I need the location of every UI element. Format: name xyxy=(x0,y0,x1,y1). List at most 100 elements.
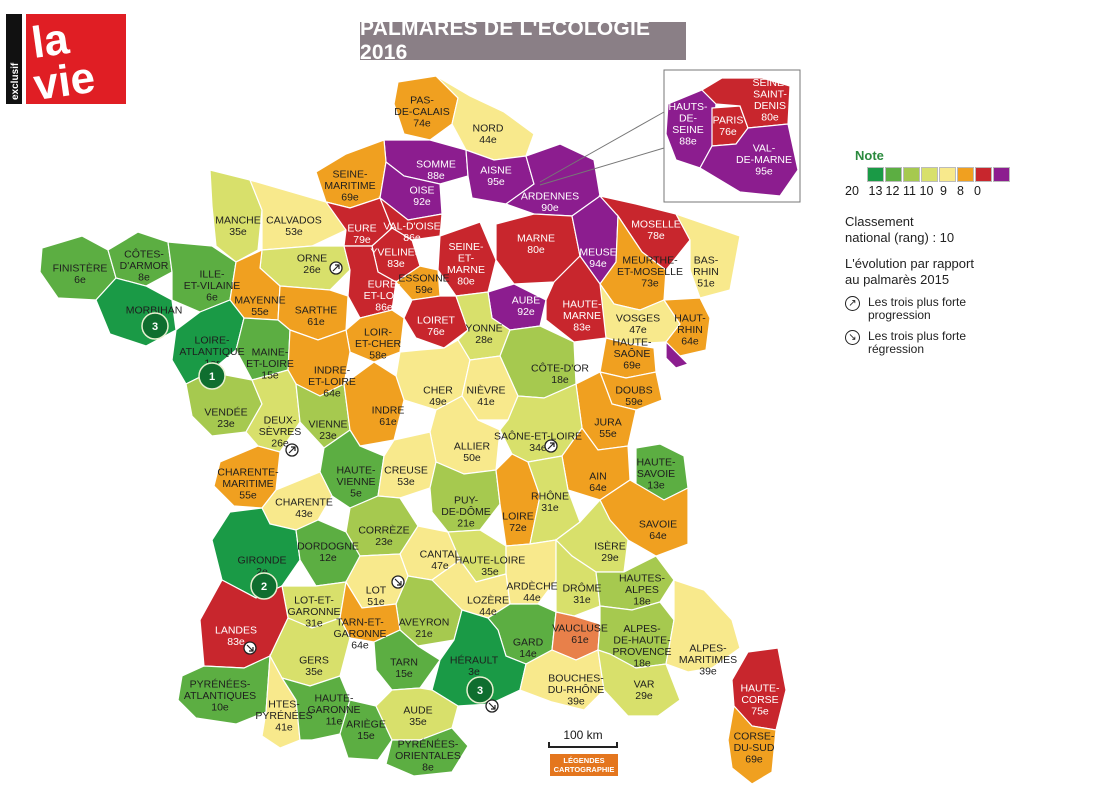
department-rank: 78e xyxy=(647,230,665,242)
department-rank: 15e xyxy=(261,370,279,382)
legend-rank-line2: national (rang) : 10 xyxy=(845,230,955,245)
department-name: HTES-PYRÉNÉES xyxy=(255,699,312,723)
department-rank: 6e xyxy=(206,292,218,304)
department-name: VAL-DE-MARNE xyxy=(736,143,792,167)
department-region[interactable] xyxy=(373,629,441,691)
laurel-icon-gironde: 2 xyxy=(250,572,278,600)
department-rank: 51e xyxy=(697,278,715,290)
department-rank: 23e xyxy=(375,536,393,548)
department-region[interactable] xyxy=(597,649,681,717)
laurel-icon-morbihan: 3 xyxy=(141,312,169,340)
department-name: DOUBS xyxy=(615,384,652,396)
arrow-down-right-icon xyxy=(391,575,405,589)
department-rank: 41e xyxy=(477,396,495,408)
department-name: PUY-DE-DÔME xyxy=(441,495,491,519)
department-name: BAS-RHIN xyxy=(693,255,719,279)
department-region[interactable] xyxy=(665,579,741,673)
department-name: MEUSE xyxy=(579,246,616,258)
department-name: INDRE-ET-LOIRE xyxy=(308,365,356,389)
department-name: AUDE xyxy=(403,704,432,716)
legend-values: 20 13 12 11 10 9 8 0 xyxy=(845,184,1095,198)
department-rank: 41e xyxy=(275,722,293,734)
legend-value: 12 xyxy=(885,184,900,198)
department-region[interactable] xyxy=(211,507,301,599)
legend-evo-line2: au palmarès 2015 xyxy=(845,272,950,287)
department-rank: 10e xyxy=(211,702,229,714)
department-name: PYRÉNÉES-ORIENTALES xyxy=(395,738,461,763)
credit-line1: LÉGENDES xyxy=(563,756,605,765)
scale-bar: 100 km xyxy=(548,728,618,748)
department-region[interactable] xyxy=(345,309,405,363)
department-rank: 64e xyxy=(589,482,607,494)
department-name: HAUTE-MARNE xyxy=(562,299,602,323)
department-name: CHARENTE-MARITIME xyxy=(217,467,279,491)
department-name: AIN xyxy=(589,470,607,482)
department-rank: 58e xyxy=(369,350,387,362)
department-name: AISNE xyxy=(480,164,512,176)
department-region[interactable] xyxy=(662,297,711,357)
badge-morbihan-number: 3 xyxy=(152,321,158,333)
scale-label: 100 km xyxy=(563,728,603,742)
legend-swatches xyxy=(867,167,1095,182)
legend-swatch xyxy=(885,167,902,182)
department-rank: 43e xyxy=(295,508,313,520)
department-name: FINISTÈRE xyxy=(53,261,108,274)
department-region[interactable] xyxy=(403,295,469,349)
department-rank: 92e xyxy=(413,196,431,208)
department-region[interactable] xyxy=(665,340,690,369)
department-rank: 35e xyxy=(305,666,323,678)
department-rank: 23e xyxy=(319,430,337,442)
department-rank: 15e xyxy=(357,730,375,742)
scale-line xyxy=(548,742,618,748)
department-rank: 59e xyxy=(415,284,433,296)
department-rank: 75e xyxy=(751,706,769,718)
department-name: GARD xyxy=(513,636,544,648)
department-name: NORD xyxy=(473,122,504,134)
department-rank: 92e xyxy=(517,306,535,318)
inset-department-region[interactable] xyxy=(699,123,799,197)
department-rank: 50e xyxy=(463,452,481,464)
arrow-down-right-icon: ↘ xyxy=(845,330,860,345)
department-name: HAUTE-CORSE xyxy=(740,683,780,707)
legend-value: 9 xyxy=(940,184,947,198)
department-region[interactable] xyxy=(561,426,631,501)
department-rank: 18e xyxy=(551,374,569,386)
department-name: CHER xyxy=(423,384,453,396)
department-rank: 49e xyxy=(429,396,447,408)
department-name: TERRITOIRE DE BELFORT xyxy=(685,373,751,397)
department-name: SEINE-SAINT-DENIS xyxy=(752,77,788,112)
department-name: ISÈRE xyxy=(594,539,626,552)
legend-value: 13 xyxy=(868,184,883,198)
department-name: JURA xyxy=(594,416,621,428)
department-region[interactable] xyxy=(727,704,777,785)
legend-down-line1: Les trois plus forte xyxy=(868,329,967,343)
department-rank: 61e xyxy=(379,416,397,428)
department-name: ARDÈCHE xyxy=(506,579,557,592)
department-region[interactable] xyxy=(395,265,441,301)
department-region[interactable] xyxy=(555,538,601,617)
inset-department-region[interactable] xyxy=(701,77,791,129)
department-rank: 64e xyxy=(649,530,667,542)
arrow-up-right-icon: ↗ xyxy=(845,296,860,311)
department-name: ESSONNE xyxy=(398,272,449,284)
department-rank: 86e xyxy=(403,232,421,244)
svg-text:la: la xyxy=(29,14,73,68)
legend-heading: Note xyxy=(855,148,884,163)
department-name: MEURTHE-ET-MOSELLE xyxy=(617,255,683,279)
department-region[interactable] xyxy=(339,580,401,643)
department-rank: 44e xyxy=(479,606,497,618)
department-name: LANDES xyxy=(215,624,257,636)
department-rank: 64e xyxy=(351,640,369,652)
department-name: AUBE xyxy=(512,294,541,306)
department-name: HAUTE-VIENNE xyxy=(336,465,376,489)
department-name: DORDOGNE xyxy=(297,540,359,552)
legend-swatch xyxy=(903,167,920,182)
department-name: EURE-ET-LOIR xyxy=(364,279,405,303)
department-rank: 88e xyxy=(679,135,697,147)
department-region[interactable] xyxy=(385,727,469,777)
legend-rank-note: Classement national (rang) : 10 xyxy=(845,214,1095,246)
department-name: SAÔNE-ET-LOIRE xyxy=(494,429,582,442)
department-name: HAUTE-LOIRE xyxy=(455,554,526,566)
department-name: CÔTES-D'ARMOR xyxy=(120,248,169,273)
department-rank: 29e xyxy=(601,552,619,564)
